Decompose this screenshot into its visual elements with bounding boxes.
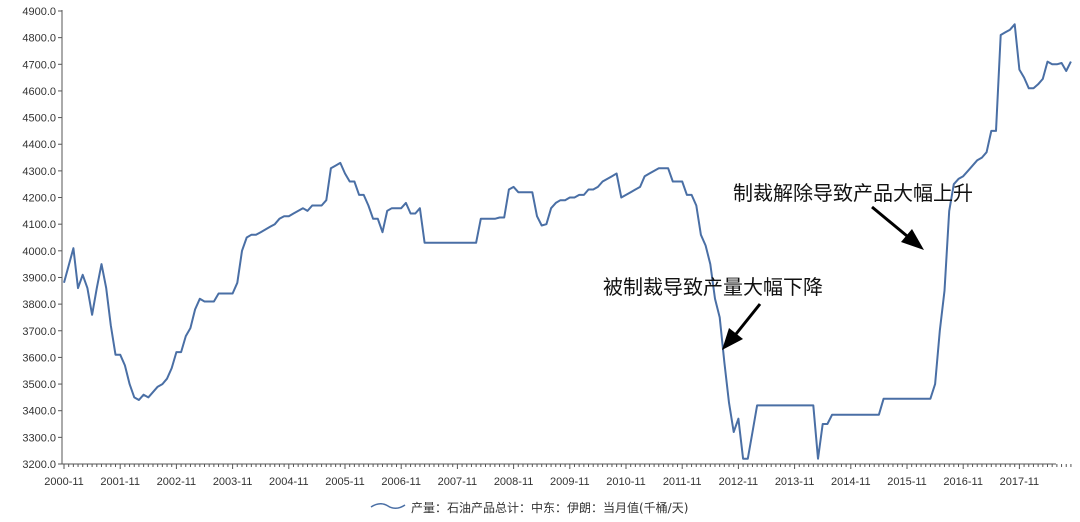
x-tick-label: 2002-11 [157, 476, 197, 488]
x-axis-ticks: 2000-11 2001-11 2002-11 2003-11 2004-11 2005-… [44, 464, 1072, 488]
x-tick-label: 2014-11 [831, 476, 871, 488]
x-tick-label: 2011-11 [663, 476, 702, 488]
x-tick-label: 2004-11 [269, 476, 309, 488]
y-axis-ticks: 3200.0 3300.0 3400.0 3500.0 3600.0 3700.0 3800… [22, 6, 62, 471]
y-tick-label: 3900.0 [22, 272, 56, 284]
annotation-decline-arrow-shaft [734, 303, 762, 335]
x-tick-label: 2001-11 [100, 476, 140, 488]
x-tick-label: 2012-11 [719, 476, 759, 488]
annotation-rise-arrow-shaft [871, 205, 908, 238]
y-tick-label: 3800.0 [22, 299, 56, 311]
y-tick-label: 3600.0 [22, 352, 56, 364]
x-tick-label: 2010-11 [606, 476, 646, 488]
legend-line-icon [370, 503, 406, 509]
y-tick-label: 4600.0 [22, 86, 56, 98]
x-tick-label: 2007-11 [438, 476, 478, 488]
y-tick-label: 4800.0 [22, 33, 56, 45]
annotation-decline: 被制裁导致产量大幅下降 [603, 275, 823, 299]
y-tick-label: 3700.0 [22, 326, 56, 338]
x-tick-label: 2013-11 [775, 476, 815, 488]
annotation-rise: 制裁解除导致产品大幅上升 [733, 181, 973, 205]
annotation-decline-arrowhead [722, 328, 743, 350]
y-tick-label: 3400.0 [22, 406, 56, 418]
y-tick-label: 3200.0 [22, 459, 56, 471]
y-tick-label: 4700.0 [22, 59, 56, 71]
x-tick-label: 2008-11 [494, 476, 534, 488]
y-tick-label: 4900.0 [22, 6, 56, 18]
x-tick-label: 2017-11 [1000, 476, 1040, 488]
y-tick-label: 4300.0 [22, 166, 56, 178]
x-tick-label: 2016-11 [943, 476, 983, 488]
annotation-rise-arrowhead [901, 229, 924, 250]
x-tick-label: 2003-11 [213, 476, 253, 488]
y-tick-label: 4500.0 [22, 113, 56, 125]
x-tick-label: 2006-11 [381, 476, 421, 488]
y-tick-label: 4200.0 [22, 193, 56, 205]
y-tick-label: 4000.0 [22, 246, 56, 258]
y-tick-label: 4100.0 [22, 219, 56, 231]
legend: 产量：石油产品总计：中东：伊朗：当月值(千桶/天) [370, 500, 688, 515]
x-tick-label: 2000-11 [44, 476, 84, 488]
x-tick-label: 2005-11 [325, 476, 365, 488]
y-tick-label: 4400.0 [22, 139, 56, 151]
series-layer [63, 23, 1072, 460]
y-tick-label: 3300.0 [22, 432, 56, 444]
series-line [63, 23, 1072, 460]
x-tick-label: 2015-11 [887, 476, 927, 488]
legend-label: 产量：石油产品总计：中东：伊朗：当月值(千桶/天) [411, 500, 688, 515]
y-tick-label: 3500.0 [22, 379, 56, 391]
x-tick-label: 2009-11 [550, 476, 590, 488]
